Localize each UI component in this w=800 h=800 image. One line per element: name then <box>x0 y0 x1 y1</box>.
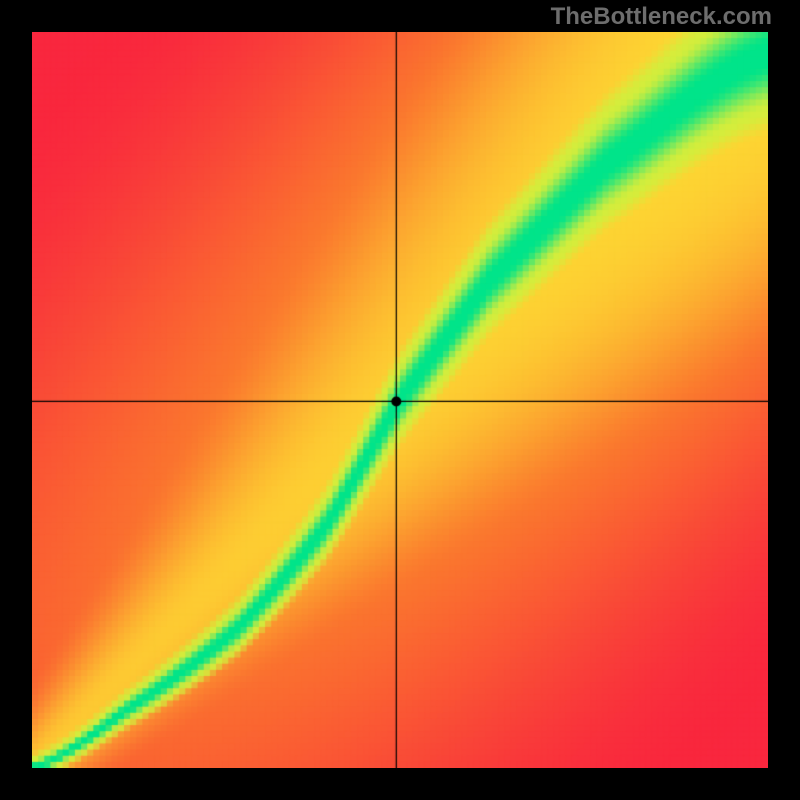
bottleneck-heatmap <box>32 32 768 768</box>
chart-stage: TheBottleneck.com <box>0 0 800 800</box>
watermark-label: TheBottleneck.com <box>551 3 772 31</box>
